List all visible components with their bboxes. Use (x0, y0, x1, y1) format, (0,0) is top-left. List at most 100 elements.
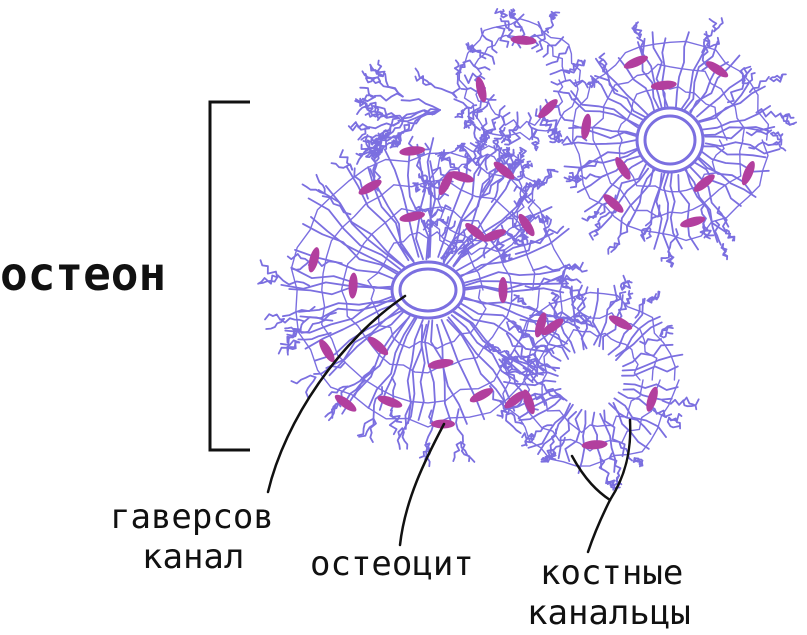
canaliculus (531, 141, 539, 152)
osteocyte (623, 55, 648, 69)
canaliculus (725, 229, 736, 242)
canaliculus (494, 8, 505, 19)
canaliculus (517, 395, 562, 420)
canaliculus (264, 313, 285, 321)
canaliculus (561, 273, 571, 289)
canaliculus (727, 82, 745, 104)
canaliculus (460, 441, 476, 463)
canaliculus (459, 227, 570, 278)
canaliculus (564, 408, 583, 462)
canaliculus (345, 166, 410, 262)
canaliculus (584, 158, 647, 213)
canaliculus (498, 364, 514, 373)
canaliculus (407, 152, 424, 261)
osteocyte (608, 315, 633, 330)
canaliculus (375, 59, 386, 78)
canaliculus (446, 319, 509, 408)
osteocyte (693, 174, 715, 192)
osteocyte (399, 211, 425, 222)
canaliculus (290, 374, 317, 385)
canaliculus (401, 109, 441, 133)
canaliculus (570, 90, 642, 128)
canaliculus (661, 37, 670, 110)
canaliculus (668, 413, 683, 423)
canaliculus (428, 160, 436, 258)
canaliculus (519, 146, 527, 159)
osteocyte (469, 388, 494, 403)
canaliculus (458, 282, 569, 291)
leader-canaliculi-b (608, 418, 632, 502)
canaliculus (369, 101, 383, 115)
canaliculus (492, 139, 499, 149)
canaliculus (519, 318, 570, 360)
canaliculus (562, 139, 636, 146)
lamella (321, 178, 540, 404)
osteocyte (741, 160, 755, 186)
leader-haversian-canal (266, 294, 407, 494)
canaliculus (587, 81, 596, 88)
canaliculus (708, 36, 720, 48)
canaliculus (624, 292, 634, 305)
canaliculus (383, 148, 420, 258)
canaliculus (741, 65, 752, 84)
canaliculus (450, 309, 534, 384)
canaliculus (603, 409, 626, 458)
canaliculus (645, 226, 652, 240)
canaliculus (721, 243, 728, 258)
canaliculus (665, 251, 674, 268)
canaliculus (599, 167, 650, 229)
canaliculus (621, 365, 679, 377)
canaliculus (543, 225, 565, 239)
canaliculus (465, 43, 475, 53)
canaliculus (413, 182, 421, 191)
canaliculus (579, 173, 606, 180)
canaliculus (390, 136, 401, 148)
canaliculus (400, 98, 441, 111)
canaliculus (682, 40, 719, 113)
canaliculus (608, 402, 650, 450)
canaliculus (565, 173, 579, 183)
canaliculus (694, 161, 742, 207)
canaliculus (666, 416, 681, 429)
canaliculus (429, 82, 458, 99)
canaliculus (633, 457, 643, 467)
osteocyte (538, 99, 558, 119)
canaliculus (514, 239, 524, 247)
canaliculus (749, 76, 770, 93)
canaliculus (513, 196, 533, 207)
leader-canaliculi-a (570, 454, 612, 502)
canaliculus (473, 123, 483, 144)
canaliculus (610, 243, 621, 253)
canaliculus (286, 320, 305, 338)
canaliculus (522, 305, 545, 316)
canaliculus (540, 169, 559, 185)
canaliculus (475, 141, 483, 152)
osteocyte (504, 390, 526, 409)
canaliculus (527, 402, 571, 449)
lamella (502, 291, 680, 467)
canaliculus (430, 319, 453, 425)
canaliculus (517, 164, 526, 178)
canaliculus (513, 294, 527, 306)
canaliculus (279, 317, 305, 324)
osteocyte (358, 179, 382, 195)
canaliculus (459, 142, 466, 152)
canaliculus (557, 410, 577, 460)
canaliculus (385, 131, 403, 150)
osteocytes (308, 35, 755, 450)
canaliculus (547, 388, 568, 402)
leader-osteocyte (398, 422, 446, 547)
canaliculus (497, 240, 506, 256)
osteocyte (518, 213, 535, 237)
osteocyte (615, 157, 631, 180)
canaliculus (495, 139, 501, 152)
canaliculus (505, 350, 516, 361)
canaliculi-label-line2: канальцы (527, 593, 691, 633)
canaliculus (598, 58, 607, 73)
canaliculus (302, 223, 402, 277)
canaliculus (462, 235, 473, 248)
canaliculus (769, 73, 787, 83)
canaliculus (461, 297, 554, 323)
canaliculus (644, 204, 661, 227)
osteocyte (650, 80, 677, 91)
